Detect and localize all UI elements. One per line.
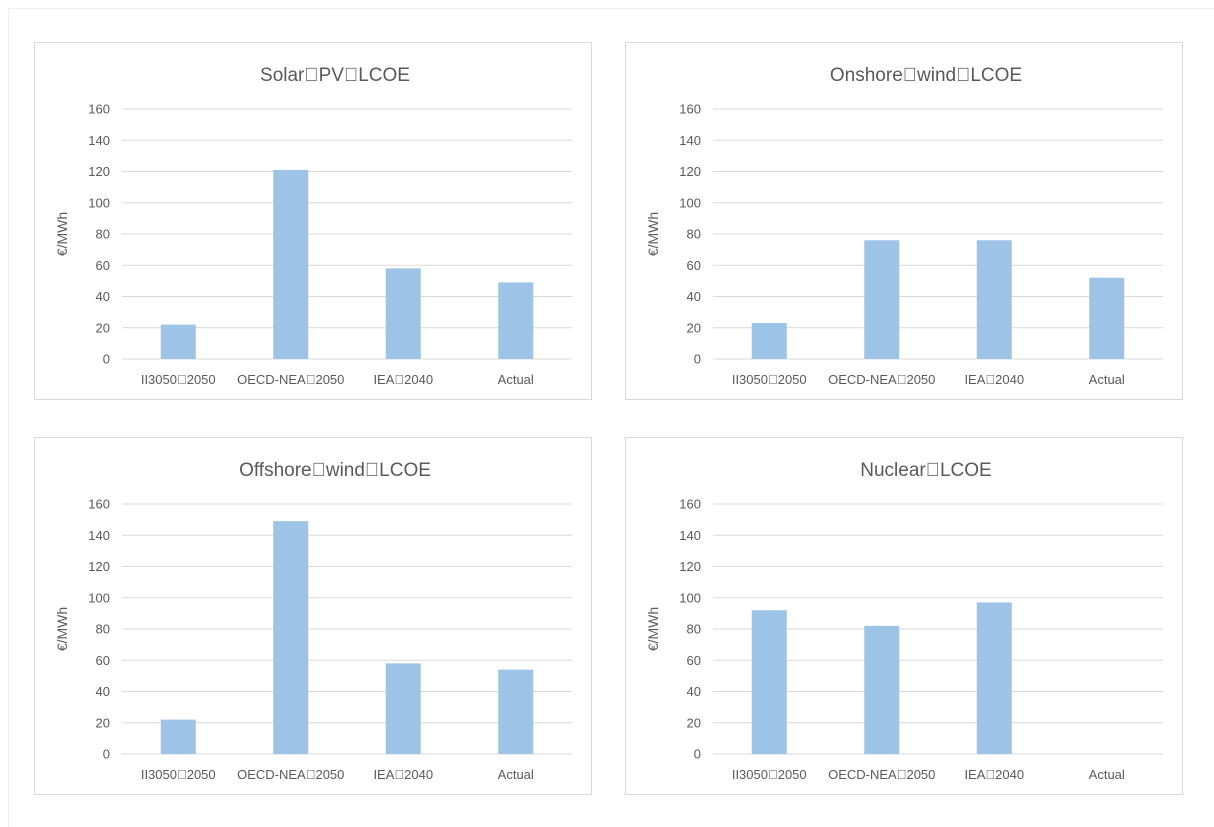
chart-2-y-tick-label: 120	[88, 559, 110, 574]
chart-2-title: Offshore wind LCOE	[239, 460, 431, 481]
chart-0-y-tick-label: 120	[88, 164, 110, 179]
chart-1-y-tick-label: 20	[687, 320, 701, 335]
chart-3-bar-2	[976, 602, 1012, 754]
chart-3-category-label-1: OECD-NEA 2050	[828, 767, 935, 782]
chart-0-y-tick-label: 140	[88, 133, 110, 148]
chart-1-y-tick-label: 0	[694, 352, 701, 367]
chart-1-category-label-2: IEA 2040	[964, 372, 1024, 387]
chart-2-category-label-1: OECD-NEA 2050	[237, 767, 344, 782]
chart-0-y-tick-label: 80	[96, 227, 110, 242]
chart-1-y-tick-label: 100	[679, 195, 701, 210]
chart-3-category-label-0: II3050 2050	[732, 767, 807, 782]
chart-svg-offshore-wind: 0 20 40 60 80 100 120 140 160 II3050 2050 OECD-NEA…	[54, 460, 572, 782]
chart-2-bar-3	[498, 669, 534, 754]
chart-1-bar-2	[976, 240, 1012, 359]
chart-panel-solar-pv: 0 20 40 60 80 100 120 140 160 II3050 2050 OECD-NEA…	[34, 42, 592, 400]
chart-1-bar-1	[864, 240, 900, 359]
chart-0-category-label-2: IEA 2040	[373, 372, 433, 387]
chart-2-y-tick-label: 100	[88, 590, 110, 605]
chart-0-y-tick-label: 0	[103, 352, 110, 367]
chart-2-category-label-2: IEA 2040	[373, 767, 433, 782]
chart-2-y-axis-title: €/MWh	[54, 607, 70, 651]
chart-0-y-tick-label: 20	[96, 320, 110, 335]
chart-0-bar-0	[160, 324, 196, 359]
chart-2-y-tick-label: 0	[103, 747, 110, 762]
chart-2-bar-2	[385, 663, 421, 754]
chart-3-y-tick-label: 60	[687, 653, 701, 668]
chart-1-y-tick-label: 80	[687, 227, 701, 242]
chart-3-bar-1	[864, 625, 900, 754]
chart-3-y-tick-label: 80	[687, 622, 701, 637]
chart-0-category-label-1: OECD-NEA 2050	[237, 372, 344, 387]
chart-2-y-tick-label: 80	[96, 622, 110, 637]
chart-3-y-tick-label: 160	[679, 497, 701, 512]
chart-0-y-tick-label: 100	[88, 195, 110, 210]
chart-panel-offshore-wind: 0 20 40 60 80 100 120 140 160 II3050 2050 OECD-NEA…	[34, 437, 592, 795]
chart-2-y-tick-label: 60	[96, 653, 110, 668]
chart-1-category-label-0: II3050 2050	[732, 372, 807, 387]
chart-0-bar-2	[385, 268, 421, 359]
chart-2-bar-0	[160, 719, 196, 754]
chart-1-y-tick-label: 120	[679, 164, 701, 179]
chart-3-title: Nuclear LCOE	[860, 460, 991, 481]
chart-3-category-label-3: Actual	[1089, 767, 1125, 782]
chart-svg-onshore-wind: 0 20 40 60 80 100 120 140 160 II3050 2050 OECD-NEA…	[645, 65, 1163, 387]
chart-1-title: Onshore wind LCOE	[830, 65, 1022, 86]
chart-3-y-axis-title: €/MWh	[645, 607, 661, 651]
chart-1-y-tick-label: 140	[679, 133, 701, 148]
chart-3-y-tick-label: 100	[679, 590, 701, 605]
chart-2-bar-1	[273, 521, 309, 754]
chart-svg-nuclear: 0 20 40 60 80 100 120 140 160 II3050 2050 OECD-NEA…	[645, 460, 1163, 782]
chart-2-category-label-0: II3050 2050	[141, 767, 216, 782]
chart-1-bar-0	[751, 323, 787, 359]
chart-1-y-tick-label: 60	[687, 258, 701, 273]
chart-0-title: Solar PV LCOE	[260, 65, 410, 86]
chart-1-y-tick-label: 40	[687, 289, 701, 304]
page-frame	[8, 8, 1214, 827]
chart-1-category-label-3: Actual	[1089, 372, 1125, 387]
chart-0-y-tick-label: 60	[96, 258, 110, 273]
chart-3-category-label-2: IEA 2040	[964, 767, 1024, 782]
chart-1-y-tick-label: 160	[679, 102, 701, 117]
chart-3-y-tick-label: 120	[679, 559, 701, 574]
chart-panel-nuclear: 0 20 40 60 80 100 120 140 160 II3050 2050 OECD-NEA…	[625, 437, 1183, 795]
chart-1-category-label-1: OECD-NEA 2050	[828, 372, 935, 387]
chart-0-category-label-3: Actual	[498, 372, 534, 387]
chart-0-category-label-0: II3050 2050	[141, 372, 216, 387]
chart-0-y-tick-label: 40	[96, 289, 110, 304]
chart-1-bar-3	[1089, 277, 1125, 359]
chart-0-bar-3	[498, 282, 534, 359]
chart-0-y-axis-title: €/MWh	[54, 212, 70, 256]
chart-2-y-tick-label: 160	[88, 497, 110, 512]
chart-3-y-tick-label: 40	[687, 684, 701, 699]
chart-0-y-tick-label: 160	[88, 102, 110, 117]
chart-3-bar-0	[751, 610, 787, 754]
chart-panel-onshore-wind: 0 20 40 60 80 100 120 140 160 II3050 2050 OECD-NEA…	[625, 42, 1183, 400]
chart-svg-solar-pv: 0 20 40 60 80 100 120 140 160 II3050 2050 OECD-NEA…	[54, 65, 572, 387]
chart-2-y-tick-label: 140	[88, 528, 110, 543]
chart-1-y-axis-title: €/MWh	[645, 212, 661, 256]
chart-0-bar-1	[273, 169, 309, 359]
chart-2-y-tick-label: 20	[96, 715, 110, 730]
chart-3-y-tick-label: 20	[687, 715, 701, 730]
chart-3-y-tick-label: 140	[679, 528, 701, 543]
chart-3-y-tick-label: 0	[694, 747, 701, 762]
chart-2-y-tick-label: 40	[96, 684, 110, 699]
chart-2-category-label-3: Actual	[498, 767, 534, 782]
